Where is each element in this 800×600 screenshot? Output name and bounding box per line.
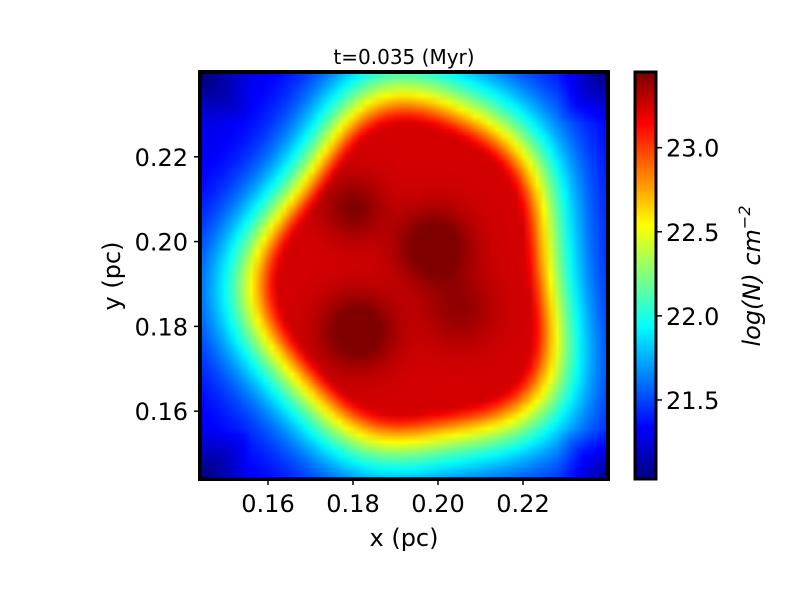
x-tick-label: 0.18 xyxy=(326,490,379,518)
x-tick-label: 0.16 xyxy=(241,490,294,518)
colorbar-frame xyxy=(633,70,658,481)
colorbar-label-exponent: −2 xyxy=(735,205,754,229)
colorbar-tick-label: 22.5 xyxy=(666,219,719,247)
colorbar-ticks: 21.5 22.0 22.5 23.0 xyxy=(656,135,719,415)
x-axis-ticks: 0.16 0.18 0.20 0.22 xyxy=(241,479,550,518)
colorbar-label: log(N) cm−2 xyxy=(735,205,766,346)
y-tick-label: 0.16 xyxy=(135,398,188,426)
y-tick-label: 0.18 xyxy=(135,313,188,341)
chart-title: t=0.035 (Myr) xyxy=(333,45,474,69)
colorbar-tick-label: 22.0 xyxy=(666,303,719,331)
colorbar-tick-label: 21.5 xyxy=(666,387,719,415)
y-tick-label: 0.20 xyxy=(135,229,188,257)
colorbar-gradient xyxy=(635,72,656,479)
y-tick-label: 0.22 xyxy=(135,144,188,172)
colorbar-tick-label: 23.0 xyxy=(666,135,719,163)
x-tick-label: 0.22 xyxy=(496,490,549,518)
colorbar-label-main: log(N) cm xyxy=(738,229,766,346)
x-tick-label: 0.20 xyxy=(411,490,464,518)
plot-frame xyxy=(198,70,610,481)
y-axis-label: y (pc) xyxy=(98,242,126,311)
y-axis-ticks: 0.16 0.18 0.20 0.22 xyxy=(135,144,200,426)
column-density-heatmap xyxy=(200,72,608,479)
x-axis-label: x (pc) xyxy=(370,524,439,552)
